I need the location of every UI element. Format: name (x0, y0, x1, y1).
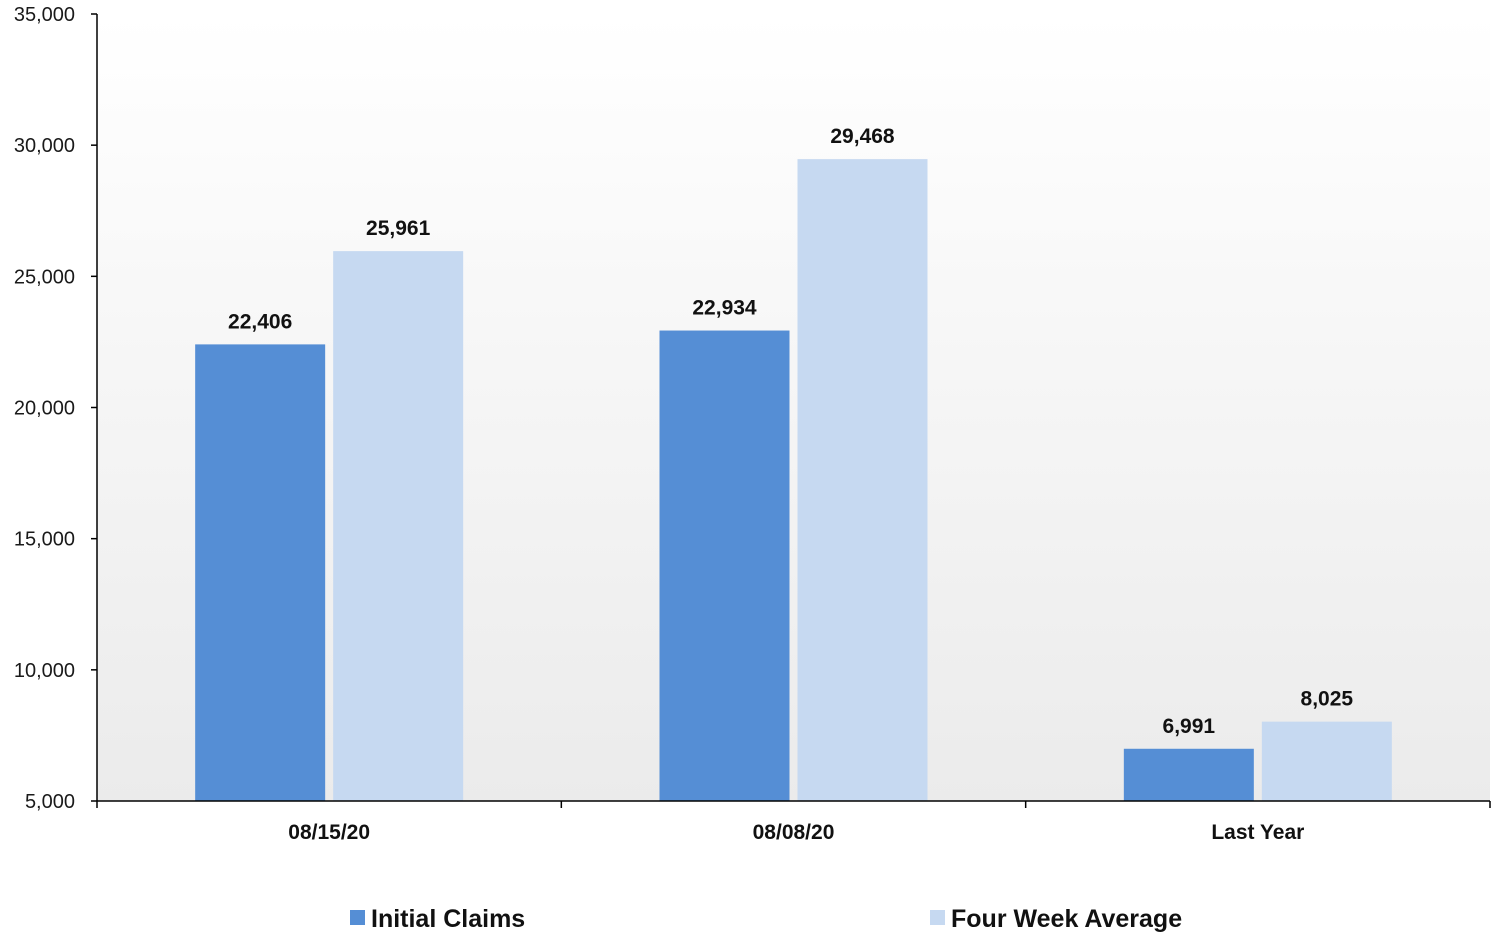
y-tick-label: 20,000 (14, 398, 75, 420)
data-label: 22,406 (228, 310, 292, 333)
bar-four-week-average (797, 159, 928, 801)
data-label: 25,961 (366, 217, 431, 240)
y-tick-label: 35,000 (14, 4, 75, 26)
x-category-label: 08/15/20 (288, 821, 370, 844)
legend-label: Four Week Average (951, 905, 1182, 933)
x-category-label: 08/08/20 (753, 821, 835, 844)
legend-swatch (350, 910, 365, 925)
bar-initial-claims (195, 344, 326, 801)
legend-label: Initial Claims (371, 905, 525, 933)
data-label: 6,991 (1163, 715, 1216, 738)
y-tick-label: 25,000 (14, 266, 75, 288)
bar-initial-claims (1123, 748, 1254, 801)
x-category-label: Last Year (1211, 821, 1304, 844)
plot-background (97, 14, 1490, 801)
legend-swatch (930, 910, 945, 925)
data-label: 22,934 (692, 297, 757, 320)
data-label: 8,025 (1301, 688, 1354, 711)
bar-initial-claims (659, 330, 790, 801)
y-tick-label: 10,000 (14, 660, 75, 682)
y-tick-label: 30,000 (14, 135, 75, 157)
y-tick-label: 15,000 (14, 529, 75, 551)
bar-four-week-average (333, 251, 464, 801)
bar-four-week-average (1261, 721, 1392, 801)
y-tick-label: 5,000 (25, 791, 75, 813)
data-label: 29,468 (830, 125, 895, 148)
